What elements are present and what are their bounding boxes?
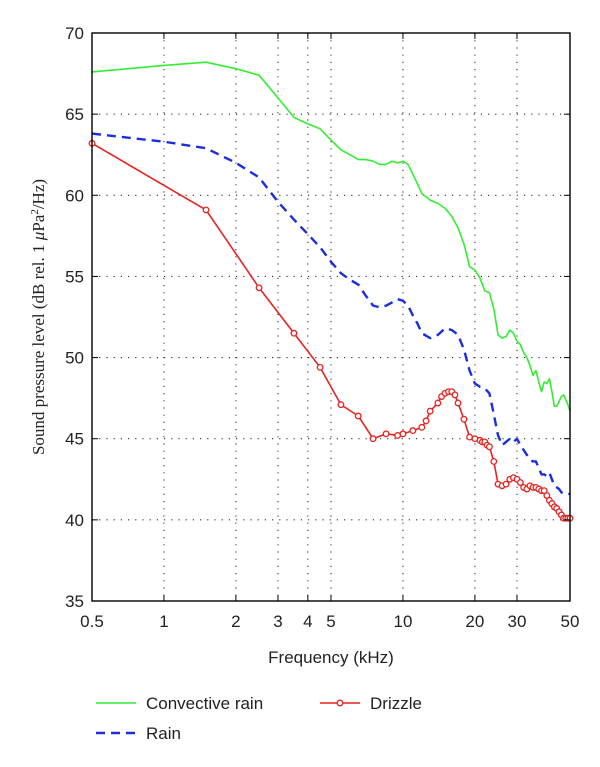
tick-labels: 0.5 1 2 3 4 5 10 20 30 50 35 40 45 50 55 60 65 70 [65, 24, 579, 631]
y-tick-label: 40 [65, 511, 84, 530]
data-point-drizzle [202, 206, 210, 214]
data-point-drizzle [409, 427, 417, 435]
legend-label: Convective rain [146, 694, 263, 713]
y-axis-title: Sound pressure level (dB rel. 1 μPa2/Hz) [29, 179, 48, 455]
data-point-drizzle [451, 391, 459, 399]
x-tick-label: 5 [326, 612, 335, 631]
x-tick-label: 4 [303, 612, 312, 631]
grid [92, 33, 570, 601]
data-point-drizzle [422, 417, 430, 425]
data-point-drizzle [337, 401, 345, 409]
x-axis-title: Frequency (kHz) [268, 648, 394, 667]
legend-item-drizzle: Drizzle [320, 694, 422, 713]
ticks [91, 32, 571, 602]
x-tick-label: 10 [393, 612, 412, 631]
series-line-convective-rain [91, 61, 571, 412]
y-tick-label: 35 [65, 592, 84, 611]
x-tick-label: 0.5 [80, 612, 104, 631]
y-axis-title-pa: Pa [29, 214, 48, 231]
data-point-drizzle [382, 430, 390, 438]
legend-item-convective-rain: Convective rain [96, 694, 263, 713]
x-tick-label: 50 [561, 612, 580, 631]
data-point-drizzle [502, 480, 510, 488]
x-tick-label: 3 [273, 612, 282, 631]
x-tick-label: 30 [508, 612, 527, 631]
series-line-rain [91, 132, 570, 496]
data-point-drizzle [369, 435, 377, 443]
x-tick-label: 20 [465, 612, 484, 631]
data-point-drizzle [490, 457, 498, 465]
data-point-drizzle [354, 412, 362, 420]
y-axis-title-mu: μ [29, 232, 48, 242]
y-tick-label: 60 [65, 186, 84, 205]
data-point-drizzle [426, 407, 434, 415]
data-point-drizzle [460, 415, 468, 423]
legend-item-rain: Rain [96, 724, 181, 743]
y-tick-label: 50 [65, 349, 84, 368]
x-tick-label: 1 [159, 612, 168, 631]
y-tick-label: 45 [65, 430, 84, 449]
legend-marker [336, 699, 344, 707]
y-axis-title-prefix: Sound pressure level (dB rel. 1 [29, 240, 48, 455]
x-tick-label: 2 [231, 612, 240, 631]
y-tick-label: 65 [65, 105, 84, 124]
y-tick-label: 55 [65, 267, 84, 286]
data-point-drizzle [485, 443, 493, 451]
y-tick-label: 70 [65, 24, 84, 43]
data-point-drizzle [399, 430, 407, 438]
y-axis-title-sup: 2 [29, 209, 41, 215]
y-axis-title-suffix: /Hz) [29, 179, 48, 209]
data-point-drizzle [434, 399, 442, 407]
data-point-drizzle [418, 423, 426, 431]
data-point-drizzle [454, 399, 462, 407]
data-point-drizzle [255, 284, 263, 292]
legend: Convective rain Drizzle Rain [96, 694, 422, 743]
data-point-drizzle [316, 363, 324, 371]
data-point-drizzle [516, 479, 524, 486]
legend-label: Rain [146, 724, 181, 743]
legend-label: Drizzle [370, 694, 422, 713]
data-point-drizzle [290, 329, 298, 337]
series-layer [88, 61, 574, 522]
